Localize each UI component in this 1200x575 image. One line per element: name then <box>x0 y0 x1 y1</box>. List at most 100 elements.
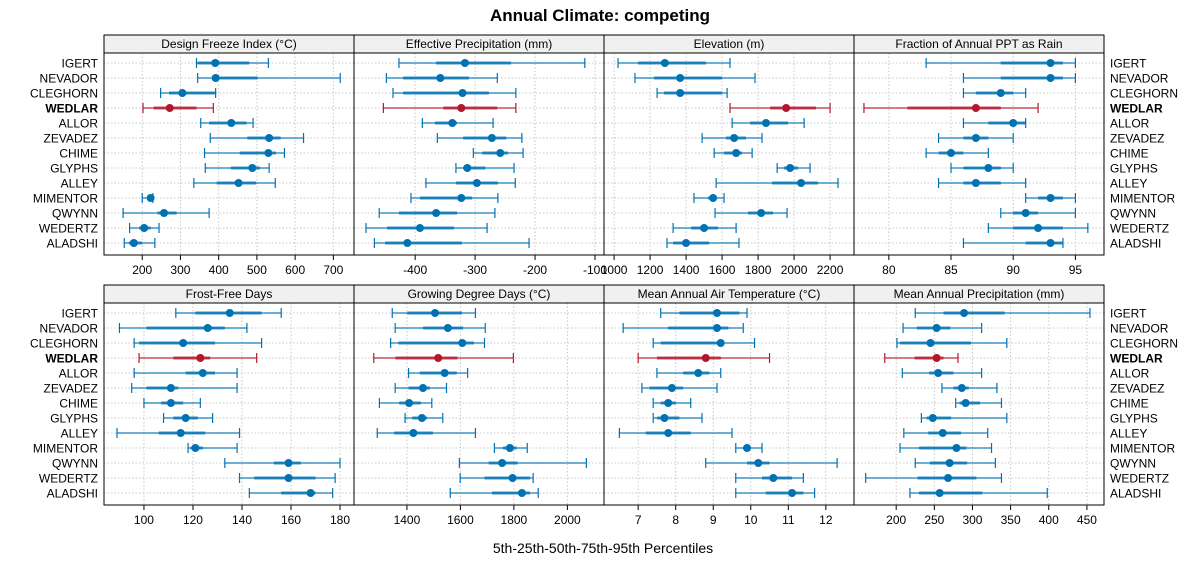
percentile-row-chime <box>925 148 989 158</box>
percentile-row-mimentor <box>1025 193 1076 203</box>
x-tick-label: 1800 <box>501 513 528 527</box>
percentile-row-allor <box>656 368 722 378</box>
percentile-row-wedertz <box>865 473 1003 483</box>
median-point <box>660 414 669 422</box>
x-tick-label: 450 <box>1077 513 1097 527</box>
x-tick-label: 180 <box>330 513 350 527</box>
percentile-row-mimentor <box>735 443 763 453</box>
median-point <box>436 74 445 82</box>
row-label-left: MIMENTOR <box>33 192 98 206</box>
median-point <box>181 414 190 422</box>
panel-title: Mean Annual Precipitation (mm) <box>894 287 1065 301</box>
percentile-row-nevador <box>622 323 744 333</box>
median-point <box>932 354 941 362</box>
percentile-row-aladshi <box>123 238 156 248</box>
x-tick-label: 85 <box>944 263 958 277</box>
row-label-left: WEDERTZ <box>39 472 98 486</box>
median-point <box>957 384 966 392</box>
percentile-row-qwynn <box>224 458 341 468</box>
median-point <box>179 339 188 347</box>
row-label-left: ZEVADEZ <box>44 132 98 146</box>
row-label-left: IGERT <box>62 57 99 71</box>
median-point <box>227 119 236 127</box>
median-point <box>415 224 424 232</box>
median-point <box>945 459 954 467</box>
percentile-row-glyphs <box>776 163 811 173</box>
x-tick-label: 2000 <box>554 513 581 527</box>
median-point <box>938 429 947 437</box>
median-point <box>712 324 721 332</box>
row-label-left: CLEGHORN <box>30 337 98 351</box>
median-point <box>264 149 273 157</box>
x-tick-label: 700 <box>323 263 343 277</box>
percentile-row-wedlar <box>637 353 771 363</box>
plot-area <box>104 303 354 505</box>
percentile-row-zevadez <box>941 383 998 393</box>
percentile-row-aladshi <box>666 238 740 248</box>
row-label-left: WEDLAR <box>45 352 98 366</box>
percentile-row-wedlar <box>863 103 1039 113</box>
median-point <box>700 224 709 232</box>
percentile-row-qwynn <box>914 458 996 468</box>
percentile-row-cleghorn <box>133 338 263 348</box>
median-point <box>146 194 155 202</box>
percentile-row-mimentor <box>187 443 238 453</box>
percentile-row-allor <box>133 368 238 378</box>
median-point <box>178 89 187 97</box>
row-label-left: ALLEY <box>61 177 98 191</box>
percentile-row-qwynn <box>378 208 496 218</box>
row-label-right: ALLOR <box>1110 117 1150 131</box>
median-point <box>797 179 806 187</box>
median-point <box>498 459 507 467</box>
panel-5: Frost-Free Days 100 120 140 160 180 <box>103 284 355 527</box>
x-tick-label: 350 <box>1001 513 1021 527</box>
median-point <box>463 164 472 172</box>
plot-area <box>104 53 354 255</box>
row-label-right: CLEGHORN <box>1110 337 1178 351</box>
median-point <box>701 354 710 362</box>
median-point <box>961 399 970 407</box>
x-tick-label: 2000 <box>781 263 808 277</box>
median-point <box>782 104 791 112</box>
panel-8: Mean Annual Precipitation (mm) 200 250 300 3… <box>853 284 1105 527</box>
row-label-right: WEDLAR <box>1110 352 1163 366</box>
plot-area <box>354 53 604 255</box>
percentile-row-wedertz <box>238 473 336 483</box>
median-point <box>176 429 185 437</box>
percentile-row-allor <box>407 368 469 378</box>
percentile-row-cleghorn <box>656 88 728 98</box>
plot-frame <box>853 302 1105 506</box>
median-point <box>730 134 739 142</box>
percentile-row-wedlar <box>138 353 258 363</box>
median-point <box>934 369 943 377</box>
percentile-row-igert <box>617 58 731 68</box>
median-point <box>211 59 220 67</box>
median-point <box>769 474 778 482</box>
percentile-row-nevador <box>197 73 341 83</box>
median-point <box>743 444 752 452</box>
row-label-left: IGERT <box>62 307 99 321</box>
panel-title: Frost-Free Days <box>186 287 273 301</box>
plot-area <box>854 53 1104 255</box>
percentile-row-zevadez <box>641 383 718 393</box>
x-tick-label: 2200 <box>817 263 844 277</box>
median-point <box>996 89 1005 97</box>
row-label-right: ALLOR <box>1110 367 1150 381</box>
x-tick-label: 400 <box>209 263 229 277</box>
percentile-row-chime <box>203 148 286 158</box>
panel-3: Elevation (m) 1000 1200 1400 1600 1800 2000 220… <box>601 34 855 277</box>
percentile-row-wedertz <box>735 473 804 483</box>
median-point <box>508 474 517 482</box>
percentile-row-allor <box>901 368 983 378</box>
percentile-row-allor <box>962 118 1027 128</box>
row-label-left: GLYPHS <box>50 412 98 426</box>
x-tick-label: 1200 <box>637 263 664 277</box>
panel-title: Effective Precipitation (mm) <box>406 37 553 51</box>
x-axis-label: 5th-25th-50th-75th-95th Percentiles <box>493 540 713 556</box>
median-point <box>928 414 937 422</box>
median-point <box>786 164 795 172</box>
median-point <box>418 384 427 392</box>
median-point <box>1009 119 1018 127</box>
row-label-left: WEDERTZ <box>39 222 98 236</box>
